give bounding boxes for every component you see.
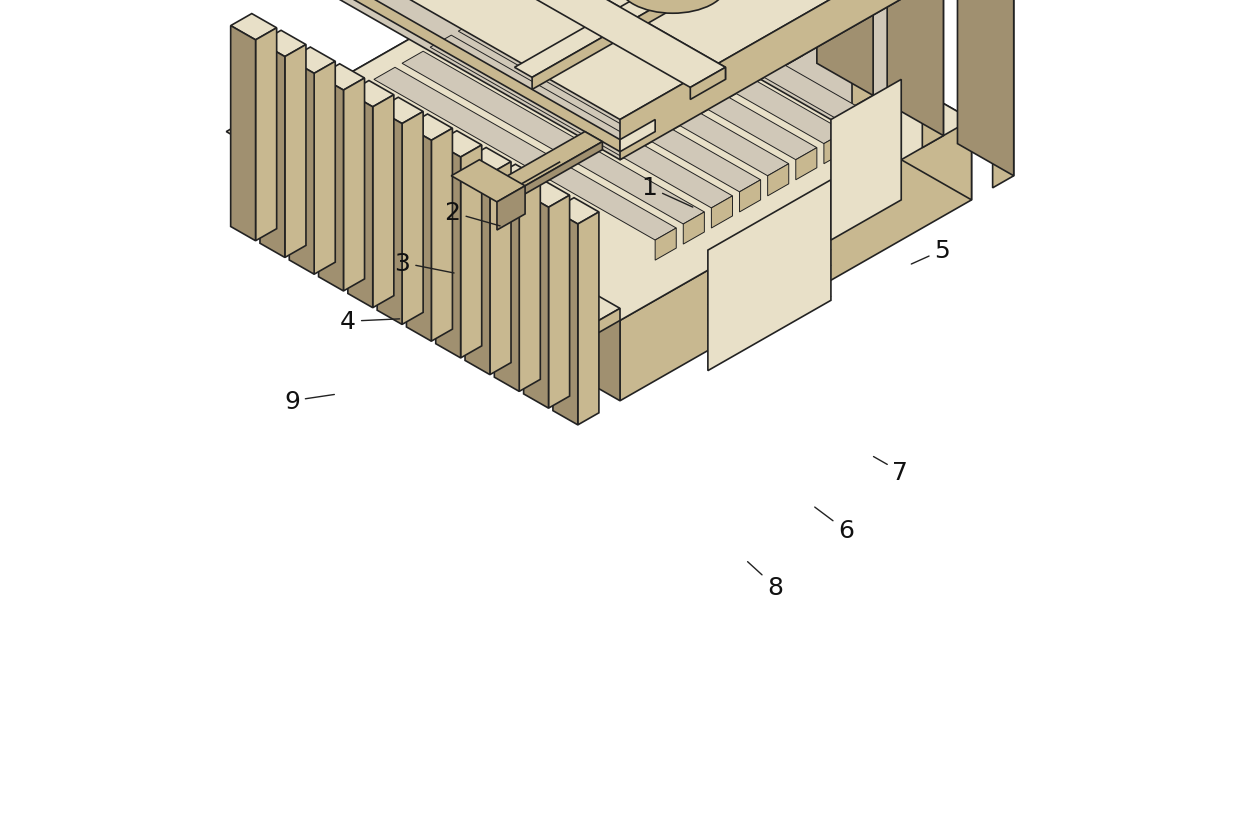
Polygon shape <box>620 0 901 161</box>
Polygon shape <box>432 129 453 342</box>
Text: 7: 7 <box>873 457 909 484</box>
Polygon shape <box>515 142 603 201</box>
Polygon shape <box>348 94 373 308</box>
Polygon shape <box>402 112 423 325</box>
Polygon shape <box>852 0 873 109</box>
Polygon shape <box>289 60 314 275</box>
Text: 1: 1 <box>641 176 693 208</box>
Polygon shape <box>620 0 972 201</box>
Polygon shape <box>343 79 365 292</box>
Polygon shape <box>768 165 789 196</box>
Text: 3: 3 <box>394 252 454 275</box>
Polygon shape <box>515 0 813 79</box>
Polygon shape <box>451 161 525 202</box>
Polygon shape <box>407 115 453 141</box>
Polygon shape <box>348 81 394 108</box>
Polygon shape <box>712 0 733 28</box>
Polygon shape <box>402 52 704 225</box>
Polygon shape <box>936 0 1014 8</box>
Polygon shape <box>339 0 620 152</box>
Polygon shape <box>231 14 277 41</box>
Polygon shape <box>497 132 603 192</box>
Polygon shape <box>444 0 725 80</box>
Polygon shape <box>523 194 548 409</box>
Polygon shape <box>655 229 676 261</box>
Polygon shape <box>268 0 620 201</box>
Polygon shape <box>817 0 873 96</box>
Text: 6: 6 <box>815 507 854 543</box>
Polygon shape <box>459 20 760 192</box>
Polygon shape <box>739 181 760 212</box>
Polygon shape <box>620 120 655 152</box>
Polygon shape <box>570 0 873 129</box>
Polygon shape <box>683 212 704 245</box>
Polygon shape <box>676 0 733 16</box>
Polygon shape <box>520 179 541 392</box>
Polygon shape <box>314 62 335 275</box>
Polygon shape <box>553 198 599 225</box>
Polygon shape <box>553 211 578 426</box>
Polygon shape <box>993 0 1014 189</box>
Polygon shape <box>435 131 481 158</box>
Polygon shape <box>781 0 802 69</box>
Polygon shape <box>289 48 335 74</box>
Polygon shape <box>465 148 511 175</box>
Ellipse shape <box>619 0 727 14</box>
Text: 2: 2 <box>445 201 500 227</box>
Polygon shape <box>409 0 725 89</box>
Polygon shape <box>691 69 725 100</box>
Polygon shape <box>578 212 599 426</box>
Polygon shape <box>339 0 901 161</box>
Polygon shape <box>548 196 569 409</box>
Polygon shape <box>226 109 620 333</box>
Polygon shape <box>377 98 423 125</box>
Polygon shape <box>260 31 306 58</box>
Polygon shape <box>339 0 901 120</box>
Polygon shape <box>255 28 277 242</box>
Polygon shape <box>373 95 394 308</box>
Text: 5: 5 <box>911 239 950 265</box>
Polygon shape <box>285 45 306 258</box>
Polygon shape <box>495 165 541 191</box>
Polygon shape <box>746 0 802 56</box>
Polygon shape <box>495 177 520 392</box>
Polygon shape <box>852 116 873 149</box>
Polygon shape <box>823 132 844 165</box>
Polygon shape <box>712 196 733 229</box>
Polygon shape <box>923 0 944 149</box>
Polygon shape <box>708 181 831 371</box>
Text: 9: 9 <box>284 390 335 413</box>
Polygon shape <box>515 0 817 161</box>
Polygon shape <box>260 43 285 258</box>
Polygon shape <box>460 145 481 359</box>
Polygon shape <box>490 162 511 375</box>
Polygon shape <box>796 149 817 181</box>
Polygon shape <box>430 36 733 209</box>
Polygon shape <box>319 77 343 292</box>
Polygon shape <box>831 80 901 241</box>
Polygon shape <box>887 0 944 136</box>
Polygon shape <box>620 120 972 401</box>
Polygon shape <box>435 144 460 359</box>
Polygon shape <box>407 127 432 342</box>
Polygon shape <box>523 181 569 208</box>
Polygon shape <box>268 0 972 321</box>
Text: 8: 8 <box>748 562 782 599</box>
Polygon shape <box>319 64 365 91</box>
Polygon shape <box>268 120 620 401</box>
Polygon shape <box>578 309 620 345</box>
Polygon shape <box>465 161 490 375</box>
Polygon shape <box>497 186 525 231</box>
Polygon shape <box>957 0 1014 176</box>
Polygon shape <box>543 0 844 145</box>
Polygon shape <box>377 110 402 325</box>
Polygon shape <box>507 162 560 192</box>
Text: 4: 4 <box>340 310 399 334</box>
Polygon shape <box>231 27 255 242</box>
Polygon shape <box>532 0 813 90</box>
Polygon shape <box>374 69 676 241</box>
Polygon shape <box>486 4 789 176</box>
Polygon shape <box>760 0 901 161</box>
